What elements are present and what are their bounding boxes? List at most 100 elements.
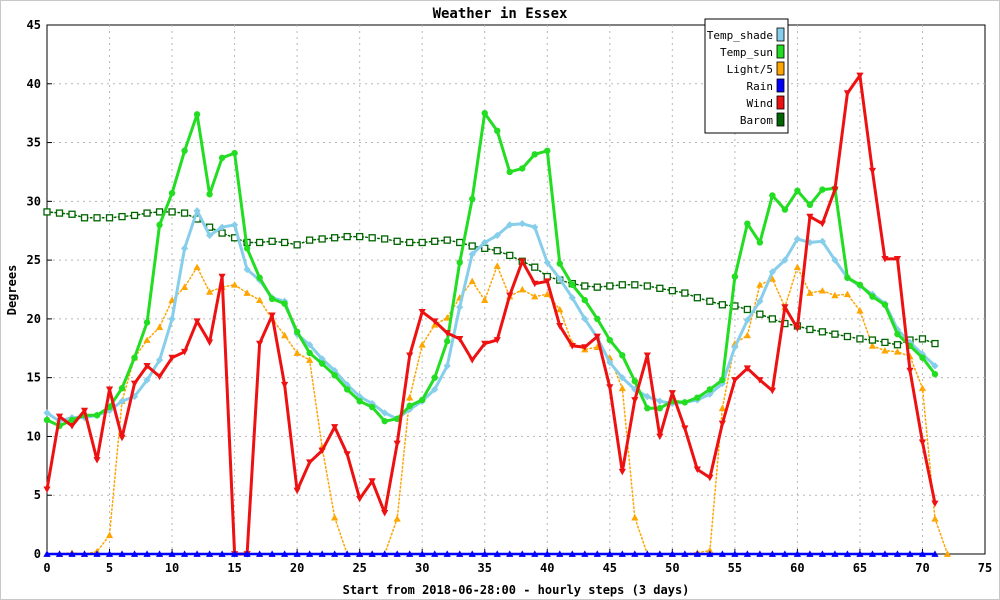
data-point-wind: [718, 420, 726, 428]
data-point-barom: [818, 328, 827, 336]
data-point-temp-shade: [756, 297, 764, 305]
data-point-temp-sun: [419, 396, 426, 404]
data-point-wind: [306, 459, 314, 466]
data-point-temp-sun: [243, 245, 251, 252]
data-point-wind: [781, 304, 789, 311]
data-point-temp-sun: [43, 416, 51, 424]
series-line-temp-sun: [45, 111, 937, 428]
data-point-barom: [368, 234, 376, 242]
data-point-wind: [806, 213, 814, 221]
data-point-rain: [493, 550, 501, 557]
data-point-rain: [218, 550, 226, 557]
data-point-barom: [43, 208, 51, 216]
data-point-barom: [105, 214, 114, 222]
data-point-wind: [118, 434, 126, 442]
data-point-barom: [305, 236, 314, 244]
data-point-rain: [656, 550, 664, 557]
data-point-wind: [356, 495, 364, 503]
data-point-wind: [443, 330, 451, 337]
data-point-rain: [393, 550, 401, 557]
x-tick-label: 5: [106, 561, 113, 575]
data-point-wind: [493, 337, 501, 344]
data-point-barom: [343, 232, 351, 241]
data-point-light-5: [718, 404, 726, 412]
data-point-light-5: [493, 262, 501, 269]
data-point-light-5: [243, 289, 251, 296]
data-point-temp-sun: [456, 259, 463, 266]
data-point-rain: [681, 550, 689, 557]
data-point-temp-shade: [768, 268, 776, 276]
data-point-barom: [681, 289, 689, 297]
data-point-rain: [381, 550, 389, 557]
legend-label: Temp_sun: [720, 46, 773, 59]
data-point-temp-sun: [469, 195, 476, 203]
data-point-barom: [643, 282, 651, 290]
data-point-rain: [130, 550, 139, 557]
data-point-wind: [431, 318, 439, 325]
data-point-temp-sun: [156, 221, 163, 229]
x-tick-label: 15: [227, 561, 241, 575]
data-point-temp-sun: [494, 127, 501, 134]
data-point-barom: [418, 238, 426, 247]
data-point-rain: [856, 550, 864, 557]
data-point-wind: [368, 478, 376, 485]
data-point-wind: [593, 333, 601, 341]
data-point-temp-shade: [568, 294, 576, 302]
data-point-barom: [743, 305, 752, 314]
data-point-wind: [193, 318, 201, 325]
data-point-barom: [718, 301, 727, 309]
data-point-rain: [906, 550, 914, 557]
data-point-temp-sun: [306, 349, 313, 357]
data-point-light-5: [893, 348, 902, 355]
data-point-temp-shade: [818, 237, 827, 245]
data-point-barom: [356, 232, 364, 241]
data-point-rain: [743, 550, 751, 557]
data-point-temp-shade: [781, 256, 789, 264]
data-point-wind: [818, 220, 827, 228]
data-point-barom: [618, 281, 626, 289]
data-point-wind: [906, 367, 914, 375]
data-point-temp-shade: [218, 223, 226, 231]
data-point-rain: [443, 550, 451, 557]
data-point-rain: [256, 550, 264, 557]
data-point-temp-sun: [619, 352, 626, 359]
data-point-temp-sun: [256, 274, 263, 281]
data-point-barom: [668, 287, 676, 295]
data-point-wind: [668, 390, 676, 397]
data-point-temp-shade: [431, 385, 439, 394]
x-tick-label: 35: [478, 561, 492, 575]
data-point-temp-sun: [819, 186, 826, 193]
data-point-wind: [843, 90, 852, 97]
data-point-rain: [468, 550, 476, 557]
data-point-barom: [706, 297, 714, 305]
data-point-rain: [531, 550, 539, 557]
data-point-wind: [831, 186, 839, 194]
data-point-light-5: [631, 513, 639, 521]
data-point-temp-sun: [706, 386, 714, 393]
legend-box: [704, 18, 789, 134]
data-point-rain: [331, 550, 339, 557]
data-point-barom: [756, 310, 764, 318]
data-point-wind: [793, 325, 801, 332]
data-point-temp-sun: [931, 370, 939, 378]
data-point-temp-sun: [769, 192, 776, 199]
plot-frame: [46, 24, 986, 555]
data-point-rain: [706, 550, 714, 557]
data-point-temp-shade: [443, 362, 451, 370]
x-tick-label: 60: [790, 561, 804, 575]
data-point-rain: [143, 550, 151, 557]
y-tick-label: 5: [34, 488, 41, 502]
data-point-barom: [143, 209, 151, 217]
data-point-light-5: [193, 263, 201, 271]
data-point-barom: [843, 332, 852, 341]
data-point-rain: [481, 550, 489, 557]
data-point-rain: [881, 550, 889, 557]
data-point-rain: [231, 550, 239, 557]
data-point-wind: [381, 509, 389, 517]
data-point-light-5: [481, 296, 489, 303]
data-point-temp-sun: [368, 403, 376, 411]
data-point-temp-shade: [931, 362, 939, 370]
data-point-barom: [280, 238, 289, 247]
data-point-wind: [43, 486, 51, 493]
data-point-temp-sun: [719, 376, 726, 384]
